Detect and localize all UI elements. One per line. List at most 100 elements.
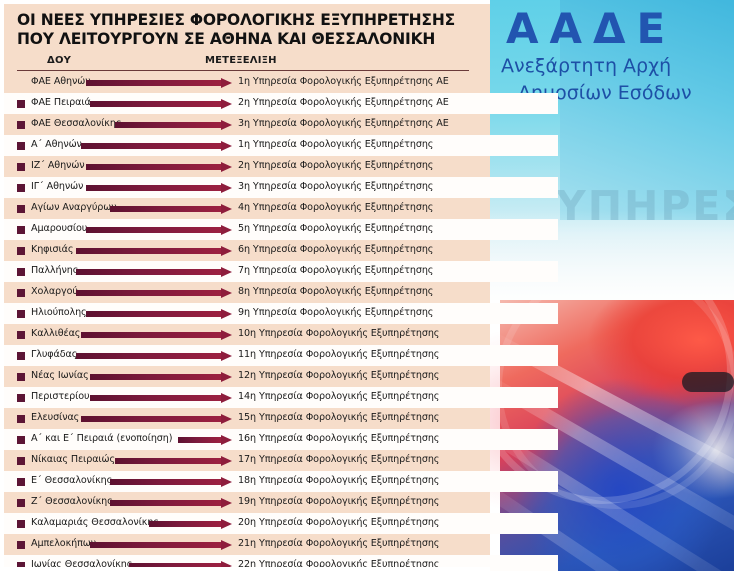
row-metexelixi-label: 9η Υπηρεσία Φορολογικής Εξυπηρέτησης: [238, 307, 434, 318]
row-bullet-icon: [17, 562, 25, 570]
frame-left-edge: [0, 0, 4, 571]
row-doy-label: Ηλιούπολης: [31, 307, 87, 318]
table-row: Παλλήνης 7η Υπηρεσία Φορολογικής Εξυπηρέτ…: [0, 261, 490, 282]
table-row: Περιστερίου 14η Υπηρεσία Φορολογικής Εξυπ…: [0, 387, 490, 408]
row-metexelixi-label: 4η Υπηρεσία Φορολογικής Εξυπηρέτησης: [238, 202, 434, 213]
column-header-metexelixi: ΜΕΤΕΞΕΛΙΞΗ: [205, 55, 277, 66]
logo-acronym: ΑΑΔΕ: [506, 4, 677, 53]
row-band: [0, 387, 558, 408]
row-doy-label: ΦΑΕ Θεσσαλονίκης: [31, 118, 122, 129]
row-metexelixi-label: 8η Υπηρεσία Φορολογικής Εξυπηρέτησης: [238, 286, 434, 297]
header-divider: [17, 70, 469, 71]
row-doy-label: Νέας Ιωνίας: [31, 370, 89, 381]
table-row: ΙΖ΄ Αθηνών 2η Υπηρεσία Φορολογικής Εξυπηρ…: [0, 156, 490, 177]
row-metexelixi-label: 22η Υπηρεσία Φορολογικής Εξυπηρέτησης: [238, 559, 440, 570]
row-bullet-icon: [17, 499, 25, 507]
row-band: [0, 471, 558, 492]
row-metexelixi-label: 20η Υπηρεσία Φορολογικής Εξυπηρέτησης: [238, 517, 440, 528]
row-doy-label: Χολαργού: [31, 286, 78, 297]
row-band: [0, 513, 558, 534]
row-metexelixi-label: 3η Υπηρεσία Φορολογικής Εξυπηρέτησης ΑΕ: [238, 118, 449, 129]
row-bullet-icon: [17, 247, 25, 255]
row-doy-label: ΙΖ΄ Αθηνών: [31, 160, 85, 171]
row-metexelixi-label: 3η Υπηρεσία Φορολογικής Εξυπηρέτησης: [238, 181, 434, 192]
row-bullet-icon: [17, 457, 25, 465]
table-row: Αμπελοκήπων 21η Υπηρεσία Φορολογικής Εξυπ…: [0, 534, 490, 555]
row-bullet-icon: [17, 142, 25, 150]
row-band: [0, 345, 558, 366]
row-metexelixi-label: 12η Υπηρεσία Φορολογικής Εξυπηρέτησης: [238, 370, 440, 381]
row-bullet-icon: [17, 373, 25, 381]
background-ghost-text: ΥΠΗΡΕΣ: [556, 182, 734, 230]
row-bullet-icon: [17, 331, 25, 339]
row-bullet-icon: [17, 520, 25, 528]
row-bullet-icon: [17, 121, 25, 129]
row-doy-label: Αμαρουσίου: [31, 223, 88, 234]
table-row: Α΄ Αθηνών 1η Υπηρεσία Φορολογικής Εξυπηρέ…: [0, 135, 490, 156]
row-metexelixi-label: 15η Υπηρεσία Φορολογικής Εξυπηρέτησης: [238, 412, 440, 423]
row-doy-label: Ιωνίας Θεσσαλονίκης: [31, 559, 133, 570]
row-doy-label: Αγίων Αναργύρων: [31, 202, 117, 213]
row-metexelixi-label: 11η Υπηρεσία Φορολογικής Εξυπηρέτησης: [238, 349, 440, 360]
table-row: Αγίων Αναργύρων 4η Υπηρεσία Φορολογικής Ε…: [0, 198, 490, 219]
table-row: Νίκαιας Πειραιώς 17η Υπηρεσία Φορολογικής…: [0, 450, 490, 471]
row-metexelixi-label: 6η Υπηρεσία Φορολογικής Εξυπηρέτησης: [238, 244, 434, 255]
logo-subtitle-line2: Δημοσίων Εσόδων: [518, 82, 692, 104]
row-doy-label: Καλλιθέας: [31, 328, 81, 339]
table-row: Ε΄ Θεσσαλονίκης 18η Υπηρεσία Φορολογικής …: [0, 471, 490, 492]
table-row: Ελευσίνας 15η Υπηρεσία Φορολογικής Εξυπηρ…: [0, 408, 490, 429]
row-band: [0, 261, 558, 282]
frame-bottom-edge: [0, 567, 490, 571]
row-bullet-icon: [17, 478, 25, 486]
logo-subtitle-line1: Ανεξάρτητη Αρχή: [501, 55, 672, 77]
table-row: ΦΑΕ Πειραιά 2η Υπηρεσία Φορολογικής Εξυπη…: [0, 93, 490, 114]
page-title-line1: ΟΙ ΝΕΕΣ ΥΠΗΡΕΣΙΕΣ ΦΟΡΟΛΟΓΙΚΗΣ ΕΞΥΠΗΡΕΤΗΣ…: [17, 11, 455, 29]
row-metexelixi-label: 7η Υπηρεσία Φορολογικής Εξυπηρέτησης: [238, 265, 434, 276]
background-sky-right: [560, 0, 734, 220]
row-doy-label: Καλαμαριάς Θεσσαλονίκης: [31, 517, 159, 528]
row-band: [0, 219, 558, 240]
row-band: [0, 93, 558, 114]
row-bullet-icon: [17, 394, 25, 402]
row-metexelixi-label: 5η Υπηρεσία Φορολογικής Εξυπηρέτησης: [238, 223, 434, 234]
row-bullet-icon: [17, 163, 25, 171]
row-doy-label: ΙΓ΄ Αθηνών: [31, 181, 84, 192]
row-metexelixi-label: 2η Υπηρεσία Φορολογικής Εξυπηρέτησης ΑΕ: [238, 97, 449, 108]
row-doy-label: Αμπελοκήπων: [31, 538, 96, 549]
frame-top-edge: [0, 0, 490, 4]
row-doy-label: Α΄ Αθηνών: [31, 139, 82, 150]
row-bullet-icon: [17, 268, 25, 276]
row-doy-label: Νίκαιας Πειραιώς: [31, 454, 116, 465]
table-row: Ηλιούπολης 9η Υπηρεσία Φορολογικής Εξυπηρ…: [0, 303, 490, 324]
row-metexelixi-label: 1η Υπηρεσία Φορολογικής Εξυπηρέτησης: [238, 139, 434, 150]
table-row: Ιωνίας Θεσσαλονίκης 22η Υπηρεσία Φορολογι…: [0, 555, 490, 571]
table-row: ΙΓ΄ Αθηνών 3η Υπηρεσία Φορολογικής Εξυπηρ…: [0, 177, 490, 198]
row-metexelixi-label: 17η Υπηρεσία Φορολογικής Εξυπηρέτησης: [238, 454, 440, 465]
table-row: Καλαμαριάς Θεσσαλονίκης 20η Υπηρεσία Φορο…: [0, 513, 490, 534]
table-row: Νέας Ιωνίας 12η Υπηρεσία Φορολογικής Εξυπ…: [0, 366, 490, 387]
table-row: Αμαρουσίου 5η Υπηρεσία Φορολογικής Εξυπηρ…: [0, 219, 490, 240]
table-row: Ζ΄ Θεσσαλονίκης 19η Υπηρεσία Φορολογικής …: [0, 492, 490, 513]
row-bullet-icon: [17, 226, 25, 234]
column-header-doy: ΔΟΥ: [47, 55, 72, 66]
row-bullet-icon: [17, 205, 25, 213]
row-doy-label: Ελευσίνας: [31, 412, 80, 423]
page-title: ΟΙ ΝΕΕΣ ΥΠΗΡΕΣΙΕΣ ΦΟΡΟΛΟΓΙΚΗΣ ΕΞΥΠΗΡΕΤΗΣ…: [17, 11, 477, 49]
page-title-line2: ΠΟΥ ΛΕΙΤΟΥΡΓΟΥΝ ΣΕ ΑΘΗΝΑ ΚΑΙ ΘΕΣΣΑΛΟΝΙΚΗ: [17, 30, 436, 48]
row-doy-label: ΦΑΕ Πειραιά: [31, 97, 91, 108]
table-row: Κηφισιάς 6η Υπηρεσία Φορολογικής Εξυπηρέτ…: [0, 240, 490, 261]
row-metexelixi-label: 1η Υπηρεσία Φορολογικής Εξυπηρέτησης ΑΕ: [238, 76, 449, 87]
row-metexelixi-label: 14η Υπηρεσία Φορολογικής Εξυπηρέτησης: [238, 391, 440, 402]
row-bullet-icon: [17, 415, 25, 423]
row-metexelixi-label: 2η Υπηρεσία Φορολογικής Εξυπηρέτησης: [238, 160, 434, 171]
table-row: Α΄ και Ε΄ Πειραιά (ενοποίηση) 16η Υπηρεσί…: [0, 429, 490, 450]
row-metexelixi-label: 16η Υπηρεσία Φορολογικής Εξυπηρέτησης: [238, 433, 440, 444]
row-bullet-icon: [17, 541, 25, 549]
row-metexelixi-label: 10η Υπηρεσία Φορολογικής Εξυπηρέτησης: [238, 328, 440, 339]
row-metexelixi-label: 18η Υπηρεσία Φορολογικής Εξυπηρέτησης: [238, 475, 440, 486]
table-row: Γλυφάδας 11η Υπηρεσία Φορολογικής Εξυπηρέ…: [0, 345, 490, 366]
row-doy-label: Περιστερίου: [31, 391, 90, 402]
row-bullet-icon: [17, 100, 25, 108]
row-band: [0, 303, 558, 324]
